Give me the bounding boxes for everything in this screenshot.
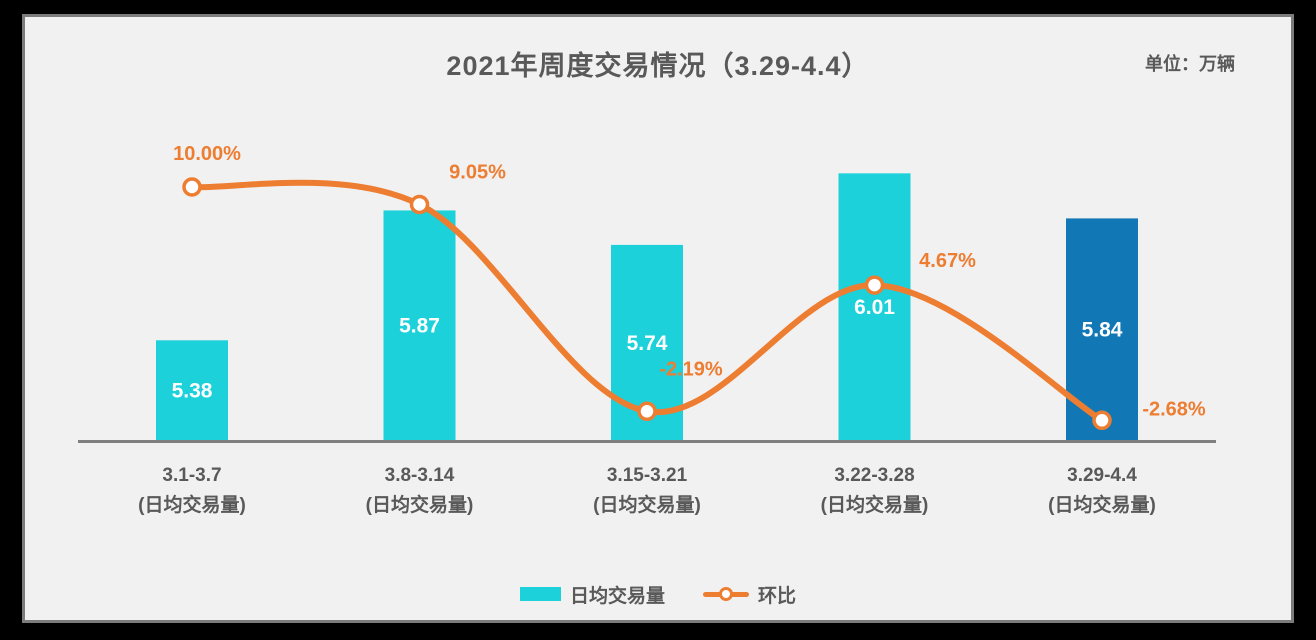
bar (838, 173, 911, 441)
bar (156, 340, 228, 441)
x-axis-sublabel: (日均交易量) (138, 493, 246, 516)
x-axis-sublabel: (日均交易量) (821, 493, 929, 516)
legend-label-bar-series: 日均交易量 (569, 585, 665, 607)
line-marker (864, 275, 885, 295)
x-axis-line (78, 440, 1216, 443)
bar-value-label: 5.74 (627, 332, 668, 355)
bar-value-label: 5.38 (172, 380, 213, 403)
line-marker (409, 194, 430, 215)
legend-item-line-series[interactable]: 环比 (703, 581, 796, 608)
x-axis-label: 3.1-3.7 (162, 465, 221, 486)
bar-value-label: 6.01 (854, 296, 895, 319)
line-marker (182, 177, 202, 197)
chart-title: 2021年周度交易情况（3.29-4.4） (446, 51, 870, 81)
line-value-label: 4.67% (919, 250, 976, 272)
line-value-label: 10.00% (173, 143, 241, 165)
x-axis-sublabel: (日均交易量) (1048, 493, 1156, 516)
line-series-swatch (703, 587, 749, 601)
x-axis-label: 3.22-3.28 (834, 465, 914, 486)
line-value-label: 9.05% (449, 161, 506, 183)
line-value-label: -2.19% (659, 358, 723, 380)
bar (383, 210, 456, 441)
line-series-swatch-dot (719, 587, 733, 601)
legend-item-bar-series[interactable]: 日均交易量 (519, 581, 665, 608)
x-axis-sublabel: (日均交易量) (366, 493, 474, 516)
bar-value-label: 5.84 (1082, 319, 1123, 342)
bar-value-label: 5.87 (399, 315, 440, 338)
legend-label-line-series: 环比 (758, 585, 797, 607)
legend: 日均交易量 环比 (0, 581, 1316, 607)
bar-series-swatch (519, 587, 561, 601)
x-axis-label: 3.8-3.14 (385, 465, 455, 486)
line-marker (637, 401, 657, 422)
x-axis-label: 3.29-4.4 (1067, 465, 1137, 486)
x-axis-label: 3.15-3.21 (607, 465, 688, 486)
line-value-label: -2.68% (1142, 398, 1206, 420)
unit-label: 单位：万辆 (1145, 54, 1235, 74)
line-marker (1092, 410, 1112, 431)
x-axis-sublabel: (日均交易量) (593, 493, 701, 516)
